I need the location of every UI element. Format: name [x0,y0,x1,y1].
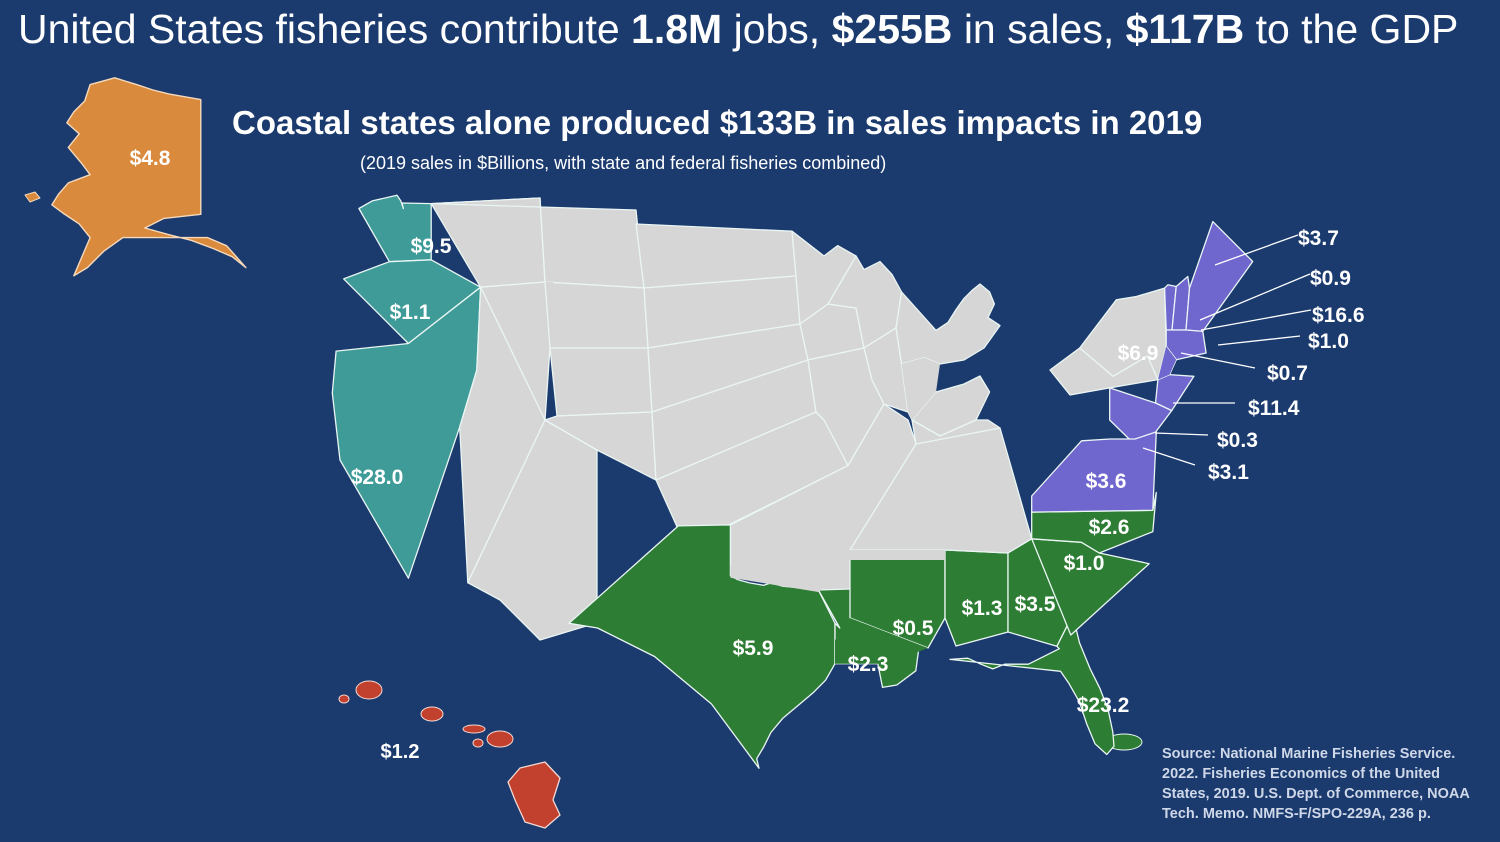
svg-text:$2.6: $2.6 [1089,516,1130,539]
svg-text:$28.0: $28.0 [351,466,404,489]
svg-text:$3.5: $3.5 [1015,593,1056,616]
svg-text:$3.1: $3.1 [1208,461,1249,484]
svg-text:$0.5: $0.5 [893,617,934,640]
svg-text:$1.2: $1.2 [381,741,420,763]
svg-text:$23.2: $23.2 [1077,694,1130,717]
svg-text:$0.7: $0.7 [1267,362,1308,385]
svg-text:$1.0: $1.0 [1308,330,1349,353]
svg-text:$5.9: $5.9 [733,637,774,660]
svg-text:$6.9: $6.9 [1118,342,1159,365]
svg-text:$2.3: $2.3 [848,653,889,676]
svg-text:$1.0: $1.0 [1064,552,1105,575]
svg-text:$16.6: $16.6 [1312,304,1365,327]
svg-text:$0.9: $0.9 [1310,267,1351,290]
svg-text:$9.5: $9.5 [411,235,452,258]
svg-text:$11.4: $11.4 [1248,397,1300,420]
svg-text:$3.7: $3.7 [1298,227,1339,250]
svg-text:$4.8: $4.8 [130,147,171,170]
svg-text:$0.3: $0.3 [1217,429,1258,452]
svg-text:$1.3: $1.3 [962,597,1003,620]
svg-text:$1.1: $1.1 [390,301,431,324]
svg-text:$3.6: $3.6 [1086,470,1127,493]
